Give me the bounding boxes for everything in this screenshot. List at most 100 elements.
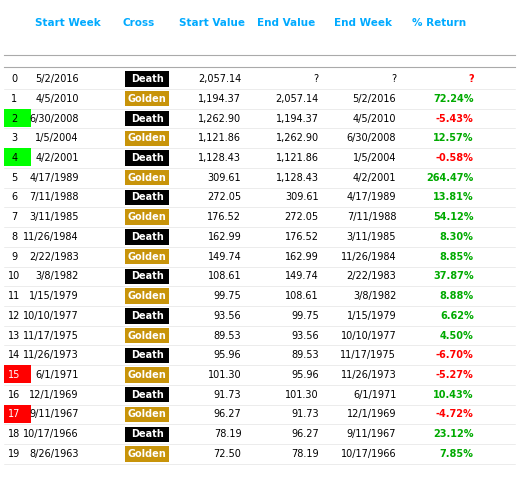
Text: 4/2/2001: 4/2/2001 — [353, 173, 397, 183]
FancyBboxPatch shape — [125, 328, 169, 343]
Text: 2/22/1983: 2/22/1983 — [29, 252, 79, 262]
Text: -0.58%: -0.58% — [436, 153, 474, 163]
Text: 2: 2 — [11, 113, 18, 124]
Text: 1/15/1979: 1/15/1979 — [29, 291, 79, 301]
Text: 8.85%: 8.85% — [440, 252, 474, 262]
Text: ?: ? — [391, 74, 397, 84]
Text: 1,121.86: 1,121.86 — [198, 133, 241, 143]
FancyBboxPatch shape — [125, 170, 169, 186]
Text: 3/11/1985: 3/11/1985 — [29, 212, 79, 222]
Text: 3/11/1985: 3/11/1985 — [347, 232, 397, 242]
Text: 6/1/1971: 6/1/1971 — [35, 370, 79, 380]
Text: 78.19: 78.19 — [214, 429, 241, 439]
Text: 1,262.90: 1,262.90 — [276, 133, 319, 143]
Text: 176.52: 176.52 — [208, 212, 241, 222]
Text: 13: 13 — [8, 331, 20, 340]
FancyBboxPatch shape — [125, 407, 169, 422]
Text: 9/11/1967: 9/11/1967 — [347, 429, 397, 439]
Text: 11/17/1975: 11/17/1975 — [23, 331, 79, 340]
Text: 11/26/1973: 11/26/1973 — [23, 350, 79, 360]
Text: 309.61: 309.61 — [285, 192, 319, 203]
Text: 8.88%: 8.88% — [440, 291, 474, 301]
Text: 78.19: 78.19 — [291, 449, 319, 459]
Text: Death: Death — [131, 74, 163, 84]
Text: 4.50%: 4.50% — [440, 331, 474, 340]
Text: Death: Death — [131, 192, 163, 203]
Text: 72.50: 72.50 — [213, 449, 241, 459]
Text: 3/8/1982: 3/8/1982 — [353, 291, 397, 301]
Text: 4/5/2010: 4/5/2010 — [35, 94, 79, 104]
Text: 162.99: 162.99 — [285, 252, 319, 262]
Text: 1: 1 — [11, 94, 17, 104]
Text: 108.61: 108.61 — [208, 271, 241, 281]
Text: 6: 6 — [11, 192, 17, 203]
Text: ?: ? — [468, 74, 474, 84]
Text: ?: ? — [314, 74, 319, 84]
Text: Start Week: Start Week — [35, 19, 101, 28]
Text: 95.96: 95.96 — [214, 350, 241, 360]
Text: 12: 12 — [8, 311, 20, 321]
FancyBboxPatch shape — [125, 367, 169, 383]
Text: Golden: Golden — [128, 449, 167, 459]
Text: Golden: Golden — [128, 212, 167, 222]
Text: Start Value: Start Value — [180, 19, 245, 28]
Text: 11/17/1975: 11/17/1975 — [340, 350, 397, 360]
Text: Golden: Golden — [128, 370, 167, 380]
Text: 1,194.37: 1,194.37 — [276, 113, 319, 124]
FancyBboxPatch shape — [125, 150, 169, 166]
Text: 6/1/1971: 6/1/1971 — [353, 390, 397, 400]
Text: 19: 19 — [8, 449, 20, 459]
Text: 11/26/1984: 11/26/1984 — [23, 232, 79, 242]
Text: 99.75: 99.75 — [291, 311, 319, 321]
Text: 1/5/2004: 1/5/2004 — [353, 153, 397, 163]
Text: 10: 10 — [8, 271, 20, 281]
Text: 1,128.43: 1,128.43 — [198, 153, 241, 163]
Text: -4.72%: -4.72% — [436, 410, 474, 419]
FancyBboxPatch shape — [4, 405, 31, 423]
Text: 1,262.90: 1,262.90 — [198, 113, 241, 124]
FancyBboxPatch shape — [125, 131, 169, 146]
Text: 99.75: 99.75 — [214, 291, 241, 301]
Text: Death: Death — [131, 271, 163, 281]
Text: 91.73: 91.73 — [291, 410, 319, 419]
FancyBboxPatch shape — [125, 288, 169, 304]
Text: 15: 15 — [8, 370, 20, 380]
Text: Death: Death — [131, 113, 163, 124]
Text: 37.87%: 37.87% — [433, 271, 474, 281]
Text: Golden: Golden — [128, 291, 167, 301]
Text: 7/11/1988: 7/11/1988 — [29, 192, 79, 203]
Text: % Return: % Return — [412, 19, 466, 28]
Text: Death: Death — [131, 390, 163, 400]
Text: 7/11/1988: 7/11/1988 — [347, 212, 397, 222]
Text: 89.53: 89.53 — [214, 331, 241, 340]
Text: 18: 18 — [8, 429, 20, 439]
Text: Cross: Cross — [122, 19, 155, 28]
FancyBboxPatch shape — [125, 229, 169, 244]
Text: 11/26/1984: 11/26/1984 — [340, 252, 397, 262]
Text: 101.30: 101.30 — [285, 390, 319, 400]
Text: 2/22/1983: 2/22/1983 — [347, 271, 397, 281]
Text: 8.30%: 8.30% — [440, 232, 474, 242]
Text: Golden: Golden — [128, 133, 167, 143]
Text: 272.05: 272.05 — [285, 212, 319, 222]
Text: 4: 4 — [11, 153, 17, 163]
FancyBboxPatch shape — [125, 308, 169, 323]
Text: 93.56: 93.56 — [291, 331, 319, 340]
FancyBboxPatch shape — [125, 111, 169, 126]
Text: Golden: Golden — [128, 173, 167, 183]
Text: Golden: Golden — [128, 94, 167, 104]
Text: 12/1/1969: 12/1/1969 — [29, 390, 79, 400]
Text: 7.85%: 7.85% — [440, 449, 474, 459]
FancyBboxPatch shape — [125, 446, 169, 462]
Text: 12/1/1969: 12/1/1969 — [347, 410, 397, 419]
Text: 54.12%: 54.12% — [433, 212, 474, 222]
FancyBboxPatch shape — [4, 109, 31, 127]
Text: 108.61: 108.61 — [285, 291, 319, 301]
Text: Golden: Golden — [128, 252, 167, 262]
Text: 9/11/1967: 9/11/1967 — [29, 410, 79, 419]
Text: -5.43%: -5.43% — [436, 113, 474, 124]
Text: 309.61: 309.61 — [208, 173, 241, 183]
Text: 4/2/2001: 4/2/2001 — [35, 153, 79, 163]
Text: 14: 14 — [8, 350, 20, 360]
Text: 5/2/2016: 5/2/2016 — [35, 74, 79, 84]
